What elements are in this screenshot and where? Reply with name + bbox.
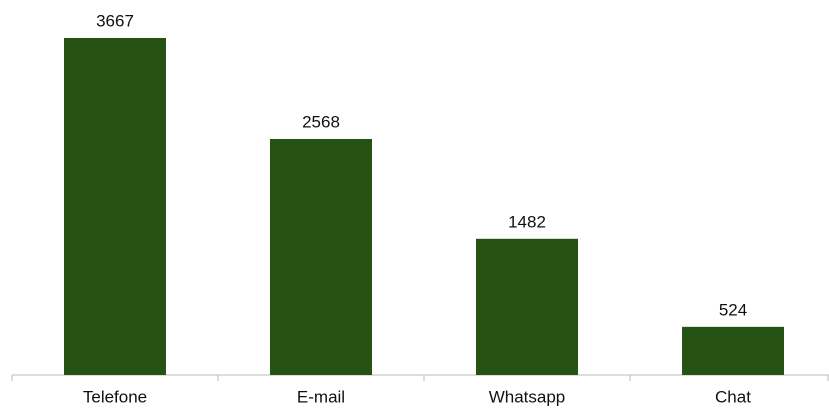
value-label: 1482: [508, 212, 546, 231]
value-label: 3667: [96, 11, 134, 30]
bar: [64, 38, 166, 375]
value-label: 524: [719, 300, 747, 319]
x-tick-label: Whatsapp: [489, 387, 566, 406]
x-tick-label: E-mail: [297, 387, 345, 406]
value-label: 2568: [302, 112, 340, 131]
bar: [270, 138, 372, 375]
x-tick-label: Chat: [715, 387, 751, 406]
bar: [682, 326, 784, 375]
x-tick-label: Telefone: [83, 387, 147, 406]
bar: [476, 238, 578, 375]
